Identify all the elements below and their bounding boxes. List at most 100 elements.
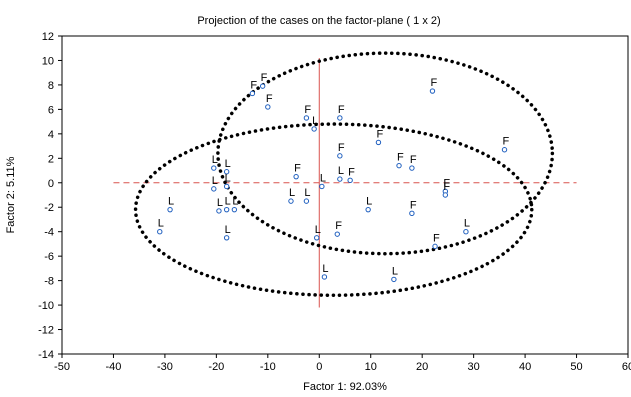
confidence-ellipse: [133, 122, 534, 298]
y-tick-label: -2: [44, 202, 54, 214]
data-point-label: F: [397, 152, 404, 164]
data-point-label: L: [366, 196, 372, 208]
data-point-label: L: [225, 158, 231, 170]
data-point: [265, 104, 271, 110]
x-tick-label: -30: [157, 361, 173, 373]
data-point: [337, 153, 343, 159]
x-tick-label: 10: [365, 361, 377, 373]
x-tick-label: -40: [106, 361, 122, 373]
data-point-label: L: [212, 154, 218, 166]
data-point: [303, 198, 310, 204]
data-point-label: L: [168, 196, 174, 208]
x-tick-label: -10: [260, 361, 276, 373]
data-point-label: L: [217, 197, 223, 209]
confidence-ellipse: [216, 51, 555, 256]
data-point: [337, 115, 343, 121]
data-point: [311, 126, 317, 132]
data-point: [375, 139, 382, 146]
y-tick-label: 6: [48, 104, 54, 116]
y-tick-label: 12: [42, 31, 54, 43]
data-point-label: L: [225, 196, 231, 208]
data-point-label: F: [376, 128, 383, 140]
x-axis-label: Factor 1: 92.03%: [303, 381, 387, 393]
data-point-label: F: [304, 104, 311, 116]
data-point-label: F: [433, 232, 440, 244]
y-tick-label: -6: [44, 251, 54, 263]
data-point-label: L: [315, 224, 321, 236]
y-tick-label: 0: [48, 178, 54, 190]
data-point: [501, 147, 508, 153]
data-point-label: F: [261, 72, 268, 84]
data-point: [347, 177, 353, 184]
data-point: [288, 198, 294, 204]
x-tick-label: -50: [54, 361, 70, 373]
x-tick-label: 0: [316, 361, 322, 373]
data-point: [303, 115, 310, 121]
data-point: [211, 165, 217, 171]
data-point: [365, 206, 371, 213]
data-point: [167, 206, 173, 213]
data-point: [409, 165, 415, 171]
data-point: [223, 169, 230, 175]
data-point-label: F: [443, 181, 450, 193]
data-point-label: F: [430, 77, 437, 89]
data-point-label: L: [312, 115, 318, 127]
data-point: [249, 90, 256, 97]
data-point-label: F: [266, 93, 273, 105]
data-point-label: L: [225, 172, 231, 184]
y-tick-label: -12: [38, 325, 54, 337]
data-point-label: F: [338, 104, 345, 116]
data-point-label: F: [250, 79, 257, 91]
x-tick-label: 20: [416, 361, 428, 373]
data-point-label: F: [410, 154, 417, 166]
reference-lines: [113, 58, 577, 308]
data-point: [223, 206, 230, 213]
x-tick-label: 60: [622, 361, 631, 373]
y-axis-ticks: 12 10 8 6 4 2 0 -2 -4 -6 -8 -10 -12 -14: [38, 31, 62, 361]
data-point: [314, 235, 320, 241]
y-tick-label: -4: [44, 227, 54, 239]
confidence-ellipses: [133, 51, 555, 298]
data-point: [432, 243, 438, 250]
data-point-label: L: [158, 218, 164, 230]
y-tick-label: -10: [38, 300, 54, 312]
data-point-label: F: [503, 136, 510, 148]
data-point: [223, 183, 230, 190]
y-tick-label: 4: [48, 129, 54, 141]
x-tick-label: 50: [570, 361, 582, 373]
data-point: [293, 173, 299, 180]
x-axis-ticks: -50 -40 -30 -20 -10 0 10 20 30 40 50 60: [54, 354, 631, 373]
y-tick-label: -8: [44, 276, 54, 288]
y-tick-label: 8: [48, 80, 54, 92]
data-point-label: F: [410, 199, 417, 211]
data-point: [429, 88, 436, 94]
data-point-label: L: [289, 187, 295, 199]
y-tick-label: 10: [42, 55, 54, 67]
data-point-label: L: [392, 265, 398, 277]
data-point: [337, 176, 343, 182]
data-point: [409, 210, 415, 217]
data-point: [231, 206, 238, 213]
y-tick-label: 2: [48, 153, 54, 165]
data-point: [463, 228, 469, 235]
chart-title: Projection of the cases on the factor-pl…: [197, 15, 440, 27]
plot-frame: [61, 35, 629, 355]
x-tick-label: 30: [468, 361, 480, 373]
data-point: [211, 186, 217, 192]
data-point: [391, 276, 397, 283]
data-point-label: L: [225, 224, 231, 236]
data-point: [442, 192, 449, 198]
data-point-label: L: [304, 187, 310, 199]
data-point-label: F: [294, 163, 301, 175]
data-point: [216, 208, 222, 214]
data-point-label: L: [464, 218, 470, 230]
x-tick-label: -20: [208, 361, 224, 373]
data-point-label: L: [232, 196, 238, 208]
data-point-label: F: [348, 166, 355, 178]
data-point: [396, 162, 402, 169]
y-tick-label: -14: [38, 349, 54, 361]
data-point: [319, 183, 325, 190]
data-point: [259, 83, 266, 89]
